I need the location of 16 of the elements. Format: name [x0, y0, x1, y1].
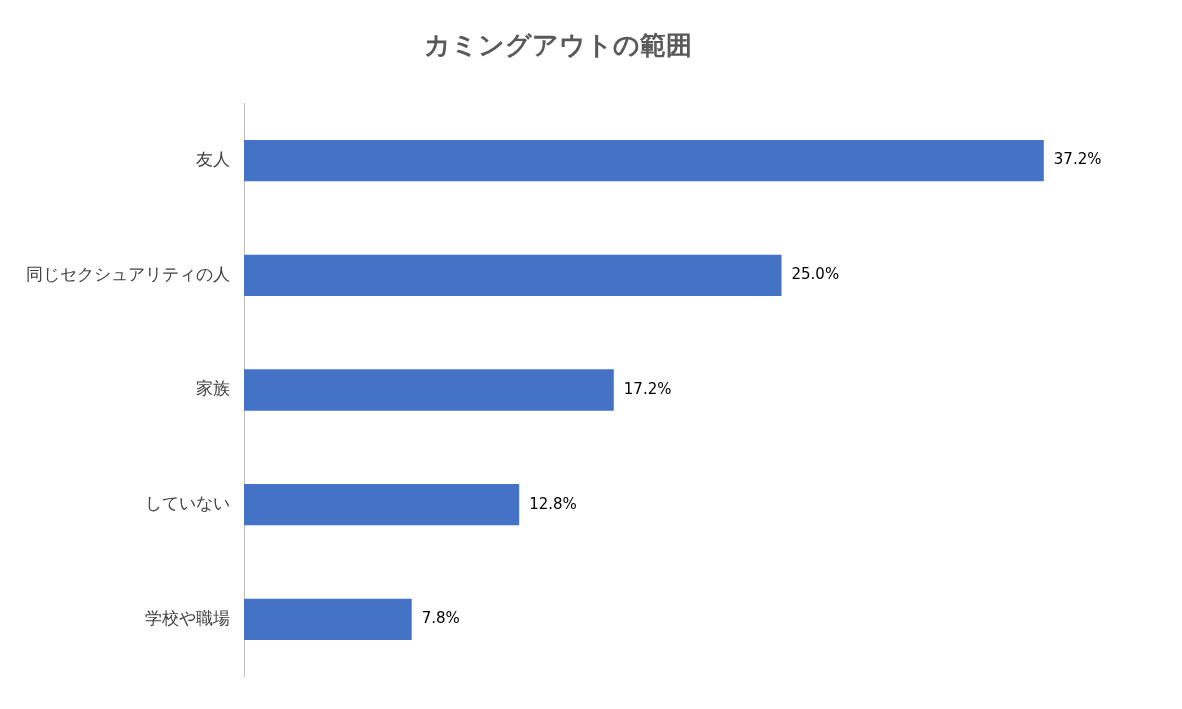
- y-tick-label: 学校や職場: [145, 607, 230, 628]
- data-label: 17.2%: [623, 379, 672, 398]
- bar: [244, 484, 520, 526]
- y-tick-label: していない: [145, 493, 230, 514]
- chart-title: カミングアウトの範囲: [424, 30, 692, 61]
- data-label: 25.0%: [791, 265, 840, 284]
- bar: [244, 369, 614, 411]
- y-tick-label: 同じセクシュアリティの人: [26, 263, 230, 284]
- bar: [244, 139, 1044, 182]
- y-tick-label: 家族: [196, 378, 230, 399]
- y-tick-label: 友人: [196, 148, 230, 169]
- data-label: 12.8%: [529, 494, 577, 513]
- bar: [244, 254, 782, 296]
- data-label: 37.2%: [1053, 150, 1102, 169]
- bar: [244, 598, 412, 641]
- data-label: 7.8%: [421, 609, 460, 628]
